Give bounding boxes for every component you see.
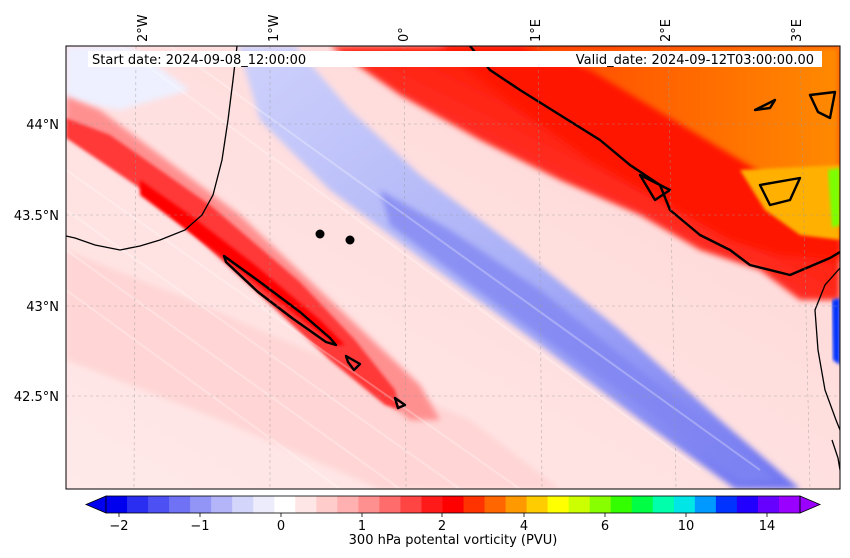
colorbar-segment	[106, 496, 128, 513]
mediterranean-coastline-south	[831, 439, 840, 471]
lat-tick-labels: 44°N 43.5°N 43°N 42.5°N	[14, 118, 59, 405]
lon-tick-labels: 2°W 1°W 0° 1°E 2°E 3°E	[136, 14, 805, 42]
lat-tick-label: 44°N	[26, 118, 59, 133]
colorbar-tick-label: 14	[759, 519, 776, 534]
colorbar-segment	[127, 496, 149, 513]
green-patch	[828, 168, 840, 228]
blue-trough-core	[380, 190, 775, 480]
colorbar-tick-label: 4	[520, 519, 528, 534]
colorbar-segment	[610, 496, 633, 513]
colorbar-tick-label: 0	[277, 519, 285, 534]
colorbar-segment	[337, 496, 359, 513]
colorbar-segment	[652, 496, 675, 513]
gridline-lon-3e	[799, 46, 811, 489]
blue-trough	[238, 46, 800, 489]
colorbar-segment	[631, 496, 654, 513]
colorbar-segment	[442, 496, 465, 513]
lon-tick-label: 2°W	[136, 14, 151, 42]
date-banner	[88, 51, 822, 67]
colorbar-segment	[715, 496, 738, 513]
colorbar-label: 300 hPa potental vorticity (PVU)	[349, 533, 558, 548]
start-date-label: Start date: 2024-09-08_12:00:00	[92, 53, 306, 68]
colorbar-outline	[105, 495, 801, 514]
colorbar-tick-label: 6	[601, 519, 609, 534]
pv-field	[66, 46, 840, 489]
colorbar-segment	[694, 496, 717, 513]
contour-northeast	[469, 46, 840, 277]
plot-frame	[65, 45, 841, 490]
pv-contours	[222, 46, 840, 410]
lat-tick-label: 43.5°N	[14, 209, 59, 224]
gridlines	[66, 46, 840, 489]
valid-date-label: Valid_date: 2024-09-12T03:00:00.00	[576, 53, 814, 68]
lat-tick-label: 42.5°N	[14, 390, 59, 405]
coastlines	[66, 46, 840, 471]
lon-tick-label: 2°E	[659, 19, 674, 42]
colorbar-segment	[526, 496, 549, 513]
blue-patch-east	[832, 298, 840, 365]
colorbar-segment	[232, 496, 254, 513]
gridline-lon-0	[403, 46, 407, 489]
colorbar-segment	[358, 496, 380, 513]
colorbar-segment	[169, 496, 191, 513]
colorbar-segment	[400, 496, 422, 513]
mediterranean-coastline	[814, 267, 840, 431]
lon-tick-label: 3°E	[790, 19, 805, 42]
colorbar-tick-label: 2	[438, 519, 446, 534]
contour-filament	[222, 254, 338, 347]
colorbar-segment	[568, 496, 591, 513]
gridline-lon-2w	[133, 46, 137, 489]
colorbar-segment	[295, 496, 317, 513]
colorbar-segment	[673, 496, 696, 513]
colorbar-segment	[463, 496, 486, 513]
colorbar: −2 −1 0 1 2 4 6 10 14	[84, 495, 822, 534]
colorbar-tick-label: −1	[190, 519, 209, 534]
lon-tick-label: 1°W	[267, 14, 282, 42]
colorbar-segment	[316, 496, 338, 513]
wave-stripes	[66, 46, 761, 489]
lat-tick-label: 43°N	[26, 300, 59, 315]
colorbar-segment	[148, 496, 170, 513]
contour-east-loops	[638, 90, 837, 207]
lon-tick-label: 1°E	[529, 19, 544, 42]
colorbar-extend-max	[799, 495, 822, 514]
colorbar-segment	[190, 496, 212, 513]
colorbar-segment	[505, 496, 528, 513]
atlantic-coastline	[66, 46, 238, 251]
station-marker-b	[345, 235, 355, 245]
colorbar-tick-label: −2	[109, 519, 128, 534]
colorbar-segment	[421, 496, 443, 513]
colorbar-tick-label: 1	[358, 519, 366, 534]
lon-tick-label: 0°	[397, 27, 412, 42]
contour-small-1	[344, 354, 362, 372]
colorbar-segment	[379, 496, 401, 513]
gridline-lon-2e	[667, 46, 677, 489]
gridline-lon-1e	[537, 46, 543, 489]
colorbar-segment	[484, 496, 507, 513]
colorbar-extend-min	[84, 495, 107, 514]
contour-small-2	[393, 396, 407, 410]
colorbar-tick-label: 10	[678, 519, 695, 534]
colorbar-segment	[274, 496, 296, 513]
colorbar-segment	[211, 496, 233, 513]
colorbar-segment	[547, 496, 570, 513]
colorbar-segment	[253, 496, 275, 513]
orange-region	[520, 46, 840, 200]
station-marker-a	[315, 229, 325, 239]
pink-band-southwest	[66, 250, 560, 489]
colorbar-segment	[757, 496, 780, 513]
colorbar-segment	[589, 496, 612, 513]
colorbar-segment	[736, 496, 759, 513]
colorbar-segment	[778, 496, 801, 513]
red-filament-core	[140, 180, 345, 345]
